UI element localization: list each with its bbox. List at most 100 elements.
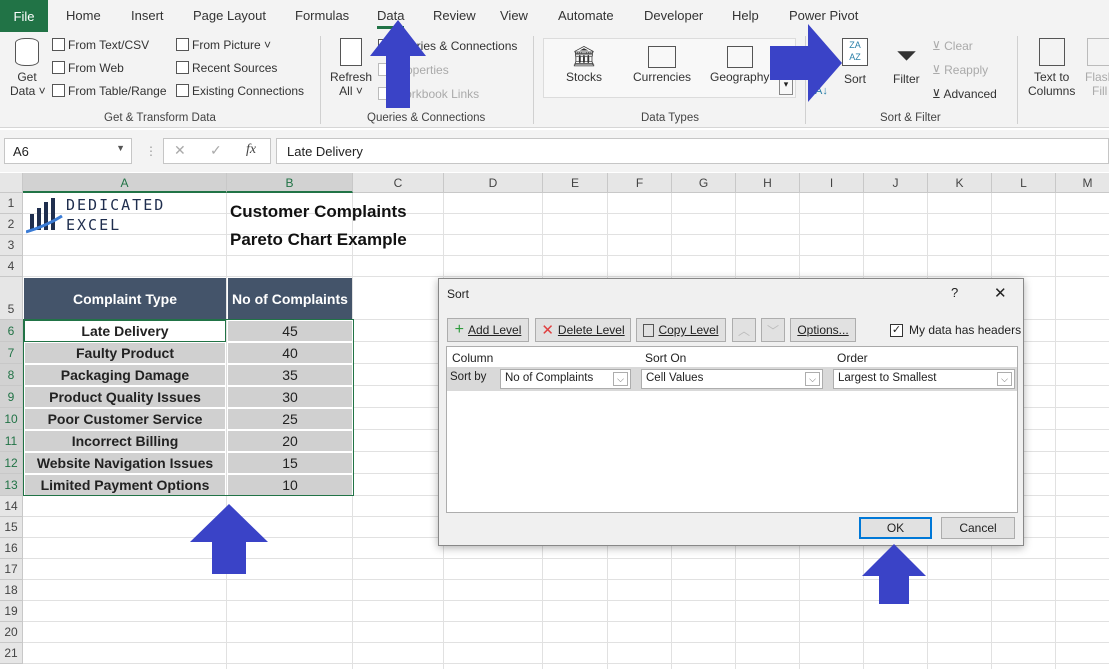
row-header-15[interactable]: 15 <box>0 517 23 538</box>
sort-button[interactable]: ZA AZ Sort <box>842 38 868 86</box>
cell-complaint-type[interactable]: Late Delivery <box>24 320 226 342</box>
column-header-d[interactable]: D <box>444 173 543 193</box>
copy-level-button[interactable]: Copy Level <box>636 318 726 342</box>
row-header-21[interactable]: 21 <box>0 643 23 664</box>
row-header-17[interactable]: 17 <box>0 559 23 580</box>
order-select[interactable]: Largest to Smallest ⌵ <box>833 369 1015 389</box>
row-header-3[interactable]: 3 <box>0 235 23 256</box>
tab-help[interactable]: Help <box>732 8 759 23</box>
reapply-button[interactable]: ⊻ Reapply <box>932 63 989 77</box>
cell-complaint-type[interactable]: Limited Payment Options <box>24 474 226 496</box>
options-button[interactable]: Options... <box>790 318 856 342</box>
refresh-all-button[interactable]: Refresh All ˅ <box>330 38 372 98</box>
from-web-button[interactable]: From Web <box>52 61 124 75</box>
advanced-button[interactable]: ⊻ Advanced <box>932 87 997 101</box>
cancel-icon[interactable]: ✕ <box>174 142 186 158</box>
existing-connections-button[interactable]: Existing Connections <box>176 84 304 98</box>
row-header-10[interactable]: 10 <box>0 408 23 430</box>
row-header-12[interactable]: 12 <box>0 452 23 474</box>
stocks-button[interactable]: 🏛 Stocks <box>566 46 603 84</box>
column-header-f[interactable]: F <box>608 173 672 193</box>
row-header-13[interactable]: 13 <box>0 474 23 496</box>
column-header-b[interactable]: B <box>227 173 353 193</box>
select-all-button[interactable] <box>0 173 23 193</box>
column-header-h[interactable]: H <box>736 173 800 193</box>
column-header-k[interactable]: K <box>928 173 992 193</box>
header-no-of-complaints[interactable]: No of Complaints <box>228 278 352 320</box>
row-header-5[interactable]: 5 <box>0 277 23 320</box>
cell-complaint-type[interactable]: Product Quality Issues <box>24 386 226 408</box>
column-header-l[interactable]: L <box>992 173 1056 193</box>
tab-view[interactable]: View <box>500 8 528 23</box>
column-header-i[interactable]: I <box>800 173 864 193</box>
geography-button[interactable]: Geography <box>710 44 769 84</box>
formula-input[interactable]: Late Delivery <box>276 138 1109 164</box>
cancel-button[interactable]: Cancel <box>941 517 1015 539</box>
from-table-button[interactable]: From Table/Range <box>52 84 167 98</box>
tab-review[interactable]: Review <box>433 8 476 23</box>
from-text-csv-button[interactable]: From Text/CSV <box>52 38 149 52</box>
cell-complaint-type[interactable]: Faulty Product <box>24 342 226 364</box>
cell-complaint-type[interactable]: Poor Customer Service <box>24 408 226 430</box>
column-header-e[interactable]: E <box>543 173 608 193</box>
tab-power-pivot[interactable]: Power Pivot <box>789 8 859 23</box>
cell-no-of-complaints[interactable]: 30 <box>227 386 353 408</box>
cell-no-of-complaints[interactable]: 35 <box>227 364 353 386</box>
move-down-button[interactable]: ﹀ <box>761 318 785 342</box>
add-level-button[interactable]: + Add Level <box>447 318 529 342</box>
row-header-19[interactable]: 19 <box>0 601 23 622</box>
cell-no-of-complaints[interactable]: 25 <box>227 408 353 430</box>
column-select[interactable]: No of Complaints ⌵ <box>500 369 631 389</box>
column-header-c[interactable]: C <box>353 173 444 193</box>
cell-complaint-type[interactable]: Incorrect Billing <box>24 430 226 452</box>
row-header-18[interactable]: 18 <box>0 580 23 601</box>
column-header-m[interactable]: M <box>1056 173 1109 193</box>
cell-no-of-complaints[interactable]: 20 <box>227 430 353 452</box>
row-header-16[interactable]: 16 <box>0 538 23 559</box>
text-to-columns-button[interactable]: Text to Columns <box>1028 38 1075 98</box>
ok-button[interactable]: OK <box>859 517 932 539</box>
row-header-20[interactable]: 20 <box>0 622 23 643</box>
help-button[interactable]: ? <box>951 285 959 300</box>
row-header-14[interactable]: 14 <box>0 496 23 517</box>
row-header-2[interactable]: 2 <box>0 214 23 235</box>
cell-no-of-complaints[interactable]: 10 <box>227 474 353 496</box>
tab-data[interactable]: Data <box>377 8 405 29</box>
cell-complaint-type[interactable]: Packaging Damage <box>24 364 226 386</box>
column-header-j[interactable]: J <box>864 173 928 193</box>
tab-file[interactable]: File <box>0 0 48 32</box>
row-header-8[interactable]: 8 <box>0 364 23 386</box>
row-header-4[interactable]: 4 <box>0 256 23 277</box>
tab-home[interactable]: Home <box>66 8 101 23</box>
row-header-1[interactable]: 1 <box>0 193 23 214</box>
currencies-button[interactable]: Currencies <box>633 44 691 84</box>
row-header-9[interactable]: 9 <box>0 386 23 408</box>
row-header-6[interactable]: 6 <box>0 320 23 342</box>
enter-icon[interactable]: ✓ <box>210 142 222 158</box>
cell-no-of-complaints[interactable]: 15 <box>227 452 353 474</box>
cell-complaint-type[interactable]: Website Navigation Issues <box>24 452 226 474</box>
cell-no-of-complaints[interactable]: 40 <box>227 342 353 364</box>
delete-level-button[interactable]: ✕ Delete Level <box>535 318 631 342</box>
column-header-a[interactable]: A <box>23 173 227 193</box>
get-data-button[interactable]: Get Data ˅ <box>10 38 46 98</box>
recent-sources-button[interactable]: Recent Sources <box>176 61 277 75</box>
from-picture-button[interactable]: From Picture ˅ <box>176 38 271 52</box>
filter-button[interactable]: ⏷ Filter <box>893 40 920 86</box>
close-button[interactable]: ✕ <box>994 285 1007 302</box>
row-header-11[interactable]: 11 <box>0 430 23 452</box>
insert-function-icon[interactable]: fx <box>246 142 257 157</box>
header-complaint-type[interactable]: Complaint Type <box>24 278 226 320</box>
tab-formulas[interactable]: Formulas <box>295 8 350 23</box>
clear-button[interactable]: ⊻ Clear <box>932 39 973 53</box>
tab-page-layout[interactable]: Page Layout <box>193 8 267 23</box>
tab-automate[interactable]: Automate <box>558 8 614 23</box>
name-box[interactable]: A6 ▼ <box>4 138 132 164</box>
sort-on-select[interactable]: Cell Values ⌵ <box>641 369 823 389</box>
headers-checkbox[interactable]: ✓ My data has headers <box>890 323 1022 337</box>
tab-developer[interactable]: Developer <box>644 8 704 23</box>
flash-fill-button[interactable]: FlashFill <box>1085 38 1109 98</box>
move-up-button[interactable]: ︿ <box>732 318 756 342</box>
column-header-g[interactable]: G <box>672 173 736 193</box>
tab-insert[interactable]: Insert <box>131 8 164 23</box>
